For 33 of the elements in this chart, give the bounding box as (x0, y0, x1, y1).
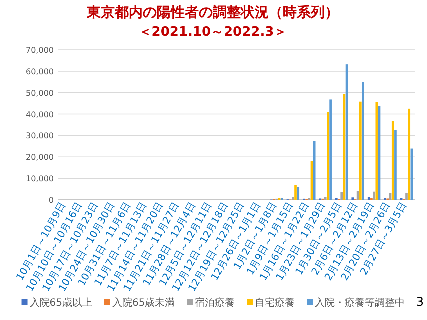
bar (376, 102, 378, 200)
chart-title: 東京都内の陽性者の調整状況（時系列） (86, 4, 339, 21)
y-tick-label: 30,000 (26, 132, 54, 141)
chart-subtitle: ＜2021.10～2022.3＞ (138, 25, 288, 40)
legend-label: 入院・療養等調整中 (315, 297, 406, 309)
bar (324, 197, 327, 200)
bar (406, 193, 408, 200)
y-tick-label: 10,000 (26, 174, 54, 184)
legend-label: 自宅療養 (255, 297, 296, 309)
y-tick-label: 0 (48, 196, 54, 205)
bar (294, 185, 297, 200)
y-tick-label: 70,000 (26, 46, 54, 55)
bar (297, 187, 300, 200)
bar (394, 130, 397, 200)
legend-label: 入院65歳以上 (30, 297, 92, 309)
y-tick-label: 40,000 (26, 110, 54, 120)
bar (292, 197, 294, 200)
y-tick-label: 60,000 (26, 67, 54, 76)
y-tick-label: 50,000 (26, 88, 54, 98)
y-tick-label: 20,000 (26, 153, 54, 162)
text: 3 (416, 295, 424, 309)
bar (327, 112, 330, 200)
bar (330, 100, 332, 200)
bar (340, 192, 344, 200)
bar (392, 121, 394, 200)
bar (373, 192, 376, 200)
bar (362, 82, 364, 200)
bar (408, 108, 411, 200)
legend-label: 宿泊療養 (195, 297, 236, 309)
legend-label: 入院65歳未満 (112, 297, 176, 309)
bar (368, 197, 370, 200)
bar (360, 102, 362, 200)
bar (313, 142, 316, 200)
